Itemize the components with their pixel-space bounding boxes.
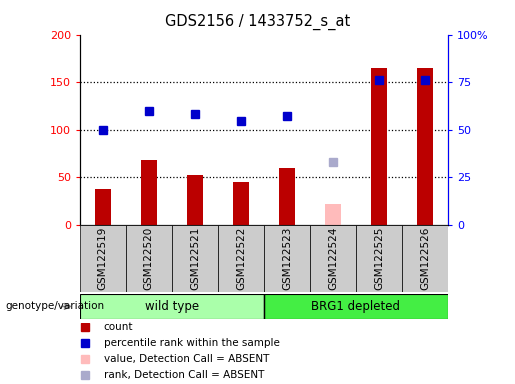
Text: GSM122519: GSM122519 [98,227,108,290]
Text: value, Detection Call = ABSENT: value, Detection Call = ABSENT [104,354,269,364]
FancyBboxPatch shape [356,225,402,292]
Text: GSM122522: GSM122522 [236,227,246,290]
Text: BRG1 depleted: BRG1 depleted [312,300,401,313]
FancyBboxPatch shape [172,225,218,292]
FancyBboxPatch shape [264,294,448,319]
Text: percentile rank within the sample: percentile rank within the sample [104,338,280,348]
Bar [95,189,111,225]
Text: rank, Detection Call = ABSENT: rank, Detection Call = ABSENT [104,371,264,381]
Bar [325,204,341,225]
Bar [187,175,203,225]
Text: GSM122524: GSM122524 [328,227,338,290]
Text: GSM122526: GSM122526 [420,227,430,290]
Text: wild type: wild type [145,300,199,313]
FancyBboxPatch shape [80,225,126,292]
Text: GSM122520: GSM122520 [144,227,154,290]
Bar [279,168,295,225]
Text: GSM122523: GSM122523 [282,227,292,290]
Bar [371,68,387,225]
Text: genotype/variation: genotype/variation [5,301,104,311]
Bar [141,160,157,225]
FancyBboxPatch shape [126,225,172,292]
Text: GSM122521: GSM122521 [190,227,200,290]
Text: GDS2156 / 1433752_s_at: GDS2156 / 1433752_s_at [165,13,350,30]
Bar [417,68,433,225]
Text: count: count [104,323,133,333]
FancyBboxPatch shape [80,294,264,319]
Text: GSM122525: GSM122525 [374,227,384,290]
FancyBboxPatch shape [310,225,356,292]
Bar [233,182,249,225]
FancyBboxPatch shape [218,225,264,292]
FancyBboxPatch shape [264,225,310,292]
FancyBboxPatch shape [402,225,448,292]
